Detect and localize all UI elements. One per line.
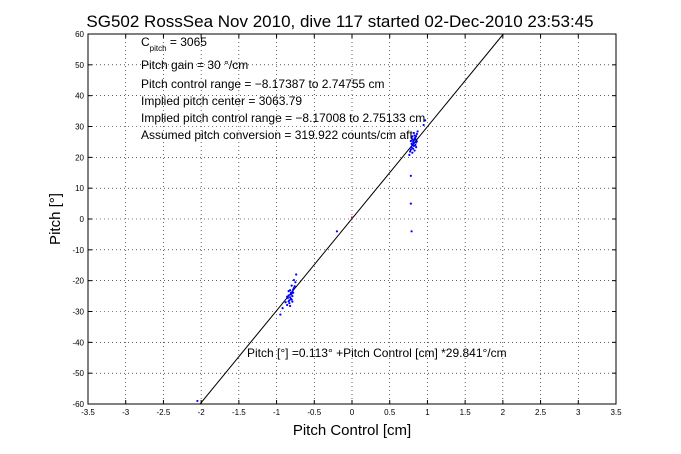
data-point bbox=[290, 298, 293, 301]
chart-title: SG502 RossSea Nov 2010, dive 117 started… bbox=[86, 12, 593, 31]
y-tick-label: 10 bbox=[75, 184, 84, 193]
x-tick-label: -2 bbox=[198, 408, 206, 417]
data-point bbox=[292, 291, 295, 294]
data-point bbox=[410, 142, 413, 145]
data-point bbox=[410, 136, 413, 139]
data-point bbox=[196, 399, 199, 403]
annotation-implied-range: Implied pitch control range = −8.17008 t… bbox=[141, 111, 425, 125]
data-point bbox=[286, 295, 289, 298]
data-point bbox=[350, 216, 354, 219]
data-point bbox=[422, 123, 425, 127]
data-point bbox=[410, 230, 413, 233]
data-point bbox=[411, 144, 415, 147]
data-point bbox=[414, 143, 417, 147]
data-point bbox=[289, 293, 293, 296]
data-point bbox=[284, 301, 287, 304]
data-point bbox=[281, 307, 284, 310]
data-point bbox=[291, 294, 294, 298]
data-point bbox=[416, 130, 419, 133]
x-tick-label: 0.5 bbox=[384, 408, 396, 417]
c-pitch-sub: pitch bbox=[150, 44, 167, 53]
data-point bbox=[293, 285, 296, 288]
data-point bbox=[409, 202, 412, 205]
x-tick-label: 1.5 bbox=[460, 408, 472, 417]
data-point bbox=[294, 281, 297, 284]
c-pitch-main: C bbox=[141, 35, 150, 49]
x-axis-label: Pitch Control [cm] bbox=[293, 422, 411, 439]
data-point bbox=[287, 294, 290, 297]
data-point bbox=[289, 291, 293, 295]
c-pitch-value: = 3065 bbox=[167, 35, 208, 49]
data-point bbox=[287, 290, 290, 293]
data-point bbox=[291, 300, 294, 303]
y-tick-label: -30 bbox=[72, 308, 84, 317]
y-tick-label: -20 bbox=[72, 277, 84, 286]
x-tick-label: -3 bbox=[122, 408, 130, 417]
x-tick-labels: -3.5 -3 -2.5 -2 -1.5 -1 -0.5 0 0.5 1 1.5 2 2.5 3 3.5 bbox=[81, 408, 622, 417]
data-point bbox=[292, 286, 296, 290]
x-tick-label: -0.5 bbox=[307, 408, 321, 417]
y-tick-label: 30 bbox=[75, 123, 84, 132]
data-points bbox=[196, 119, 427, 403]
x-tick-label: 3 bbox=[576, 408, 581, 417]
x-tick-label: -3.5 bbox=[81, 408, 95, 417]
x-tick-label: -1 bbox=[273, 408, 281, 417]
data-point bbox=[411, 151, 414, 154]
data-point bbox=[415, 140, 418, 143]
x-tick-label: 1 bbox=[425, 408, 430, 417]
data-point bbox=[415, 134, 418, 138]
x-tick-label: -1.5 bbox=[232, 408, 246, 417]
data-point bbox=[288, 302, 291, 305]
annotation-fit-equation: Pitch [°] =0.113° +Pitch Control [cm] *2… bbox=[247, 346, 507, 360]
data-point bbox=[286, 303, 289, 307]
annotation-pitch-control-range: Pitch control range = −8.17387 to 2.7475… bbox=[141, 77, 385, 91]
data-point bbox=[415, 146, 418, 149]
y-tick-label: 60 bbox=[75, 30, 84, 39]
y-tick-label: -60 bbox=[72, 400, 84, 409]
axis-ticks bbox=[87, 33, 617, 405]
annotation-pitch-gain: Pitch gain = 30 °/cm bbox=[141, 58, 248, 72]
data-point bbox=[411, 138, 414, 141]
x-tick-label: 3.5 bbox=[610, 408, 622, 417]
y-tick-label: 40 bbox=[75, 92, 84, 101]
y-tick-label: -50 bbox=[72, 369, 84, 378]
data-point bbox=[410, 146, 413, 149]
data-point bbox=[279, 313, 282, 316]
fit-line bbox=[199, 33, 504, 405]
annotation-assumed-conversion: Assumed pitch conversion = 319.922 count… bbox=[141, 128, 413, 142]
annotation-c-pitch: Cpitch = 3065 bbox=[141, 35, 207, 53]
y-tick-label: 50 bbox=[75, 61, 84, 70]
data-point bbox=[289, 304, 292, 308]
data-point bbox=[415, 132, 418, 135]
x-tick-label: -2.5 bbox=[157, 408, 171, 417]
data-point bbox=[292, 278, 296, 282]
data-point bbox=[335, 230, 339, 233]
y-tick-labels: -60 -50 -40 -30 -20 -10 0 10 20 30 40 50 60 bbox=[72, 30, 84, 409]
data-point bbox=[290, 284, 293, 287]
data-point bbox=[409, 139, 412, 143]
x-tick-label: 0 bbox=[350, 408, 355, 417]
data-point bbox=[409, 174, 412, 177]
data-point bbox=[413, 149, 416, 152]
x-tick-label: 2.5 bbox=[535, 408, 547, 417]
data-point bbox=[412, 131, 415, 135]
data-point bbox=[295, 273, 298, 276]
data-point bbox=[424, 119, 427, 122]
y-tick-label: -40 bbox=[72, 338, 84, 347]
data-point bbox=[408, 150, 412, 153]
regression-line bbox=[199, 33, 504, 405]
y-axis-label: Pitch [°] bbox=[47, 193, 64, 245]
data-point bbox=[412, 142, 415, 145]
annotation-implied-center: Implied pitch center = 3063.79 bbox=[141, 94, 302, 108]
y-tick-label: 0 bbox=[80, 215, 85, 224]
x-tick-label: 2 bbox=[501, 408, 506, 417]
y-tick-label: 20 bbox=[75, 153, 84, 162]
data-point bbox=[409, 148, 412, 151]
y-tick-label: -10 bbox=[72, 246, 84, 255]
data-point bbox=[411, 147, 415, 150]
data-point bbox=[413, 137, 416, 140]
data-point bbox=[408, 153, 411, 156]
data-point bbox=[288, 299, 291, 302]
